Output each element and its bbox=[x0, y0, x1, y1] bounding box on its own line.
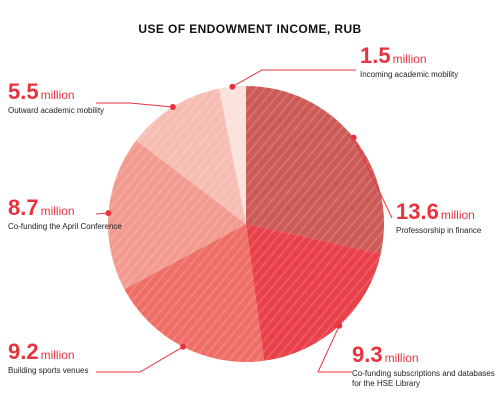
slice-unit: million bbox=[40, 348, 75, 362]
slice-description: Professorship in finance bbox=[396, 226, 482, 236]
slice-description: Building sports venues bbox=[8, 366, 89, 376]
slice-value: 9.3 bbox=[352, 342, 383, 367]
slice-label-april-conference: 8.7 million Co-funding the April Conferen… bbox=[8, 195, 128, 232]
leader-dot bbox=[350, 134, 357, 141]
pie-slice-hatch bbox=[218, 86, 246, 224]
leader-dot bbox=[105, 210, 112, 217]
leader-line bbox=[317, 325, 352, 373]
leader-dot bbox=[229, 83, 236, 90]
slice-description: Incoming academic mobility bbox=[360, 70, 459, 80]
pie-slice-hatch bbox=[108, 140, 246, 290]
pie-slice-hatch bbox=[246, 86, 385, 254]
slice-value: 9.2 bbox=[8, 339, 39, 364]
pie-slice-hatch bbox=[136, 88, 246, 224]
slice-unit: million bbox=[384, 351, 419, 365]
slice-unit: million bbox=[440, 208, 475, 222]
slice-unit: million bbox=[40, 204, 75, 218]
slice-value: 13.6 bbox=[396, 199, 439, 224]
leader-line bbox=[353, 137, 393, 219]
slice-label-library-databases: 9.3 million Co-funding subscriptions and … bbox=[352, 342, 498, 389]
slice-value: 1.5 bbox=[360, 43, 391, 68]
leader-dot bbox=[180, 343, 187, 350]
slice-unit: million bbox=[392, 52, 427, 66]
slice-unit: million bbox=[40, 88, 75, 102]
leader-dot bbox=[336, 322, 343, 329]
slice-description: Co-funding subscriptions and databases f… bbox=[352, 369, 495, 389]
slice-label-outward-academic-mobility: 5.5 million Outward academic mobility bbox=[8, 79, 128, 116]
slice-label-sports-venues: 9.2 million Building sports venues bbox=[8, 339, 128, 376]
leader-dot bbox=[169, 104, 176, 110]
chart-title: USE OF ENDOWMENT INCOME, RUB bbox=[138, 22, 362, 36]
pie-slice-hatch bbox=[246, 224, 381, 361]
leader-line bbox=[232, 69, 356, 88]
pie-slice-hatch bbox=[124, 224, 265, 363]
leader-line bbox=[96, 346, 184, 373]
slice-value: 8.7 bbox=[8, 195, 39, 220]
slice-description: Outward academic mobility bbox=[8, 106, 105, 116]
slice-label-professorship-in-finance: 13.6 million Professorship in finance bbox=[396, 199, 496, 236]
slice-label-incoming-academic-mobility: 1.5 million Incoming academic mobility bbox=[360, 43, 480, 80]
leader-line bbox=[96, 102, 173, 108]
slice-description: Co-funding the April Conference bbox=[8, 222, 122, 232]
slice-value: 5.5 bbox=[8, 79, 39, 104]
